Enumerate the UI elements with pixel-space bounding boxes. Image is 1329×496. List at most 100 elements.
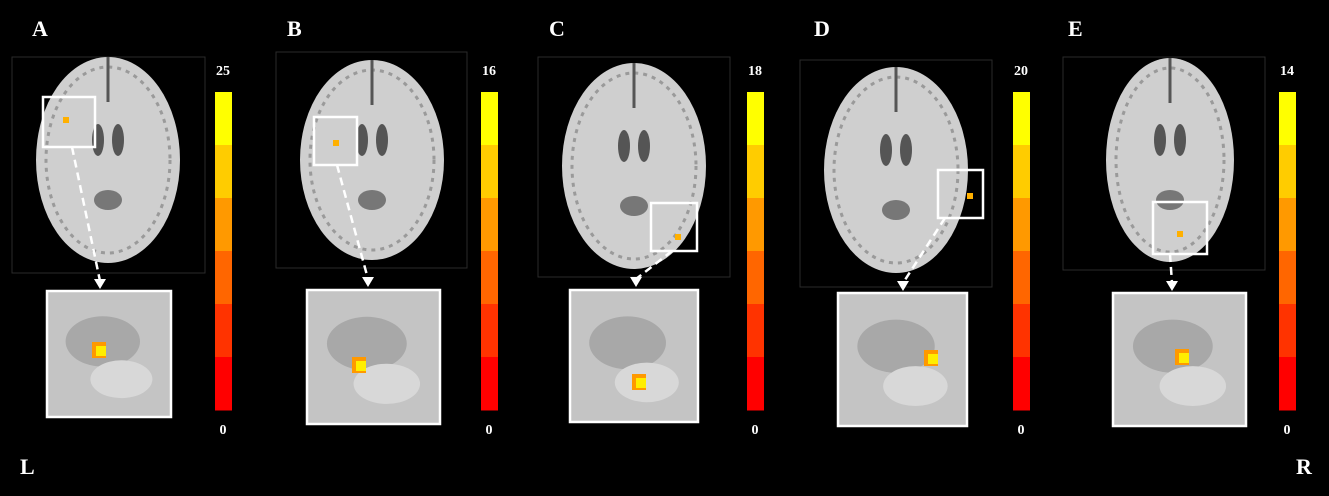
brain-slice <box>562 63 706 269</box>
arrow-head <box>897 281 909 291</box>
colorbar-segment <box>215 198 232 252</box>
inset-tissue <box>326 316 407 371</box>
left-side-label: L <box>20 454 35 479</box>
colorbar-segment <box>1279 145 1296 199</box>
colorbar-max-label: 18 <box>748 64 762 79</box>
dashed-arrow <box>70 146 102 282</box>
panel-label: A <box>32 16 48 41</box>
inset-tissue <box>353 363 421 404</box>
colorbar-segment <box>481 357 498 411</box>
inset-border <box>305 288 442 426</box>
cerebellum-region <box>358 190 386 210</box>
dashed-arrow <box>1168 253 1174 284</box>
colorbar-segment <box>215 304 232 358</box>
colorbar-segment <box>1013 304 1030 358</box>
colorbar-segment <box>1013 145 1030 199</box>
ventricle <box>638 130 650 162</box>
colorbar-segment <box>747 92 764 146</box>
ventricle <box>900 134 912 166</box>
colorbar-segment <box>747 198 764 252</box>
inset-tissue <box>1159 366 1227 407</box>
brain-slice <box>824 67 968 273</box>
colorbar-segment <box>747 357 764 411</box>
colorbar-max-label: 16 <box>482 64 496 79</box>
ventricle <box>112 124 124 156</box>
colorbar-segment <box>481 304 498 358</box>
brain-slice <box>36 57 180 263</box>
zoom-box <box>41 95 97 149</box>
colorbar-segment <box>1013 357 1030 411</box>
panel-label: D <box>814 16 830 41</box>
zoom-box <box>936 168 985 220</box>
brain-gyri <box>570 71 698 261</box>
colorbar-min-label: 0 <box>219 423 227 438</box>
colorbar-segment <box>215 357 232 411</box>
colorbar-segment <box>747 304 764 358</box>
activation-cluster <box>333 140 339 146</box>
slice-frame <box>275 51 468 269</box>
colorbar-segment <box>215 145 232 199</box>
brain-gyri <box>1114 66 1226 254</box>
inset-tissue <box>614 362 679 403</box>
activation-cluster <box>1177 231 1183 237</box>
colorbar-segment <box>747 145 764 199</box>
panel-label: E <box>1068 16 1083 41</box>
ventricle <box>376 124 388 156</box>
colorbar-segment <box>481 251 498 305</box>
colorbar-segment <box>1279 198 1296 252</box>
colorbar-max-label: 14 <box>1280 64 1294 79</box>
right-side-label: R <box>1296 454 1312 479</box>
activation-cluster <box>675 234 681 240</box>
cerebellum-region <box>620 196 648 216</box>
colorbar-max-label: 20 <box>1014 64 1028 79</box>
colorbar-max-label: 25 <box>216 64 230 79</box>
colorbar-segment <box>481 145 498 199</box>
brain-gyri <box>44 65 172 255</box>
colorbar-segment <box>1013 92 1030 146</box>
inset-tissue <box>65 316 140 367</box>
arrow-head <box>1166 281 1178 291</box>
inset-activation-peak <box>1179 353 1189 363</box>
arrow-head <box>630 277 642 287</box>
inset-tissue <box>589 316 666 370</box>
arrow-head <box>362 277 374 287</box>
inset-tissue <box>90 360 153 399</box>
inset-activation-peak <box>928 354 938 364</box>
panel-label: B <box>287 16 302 41</box>
inset-border <box>568 288 700 424</box>
arrow-head <box>94 279 106 289</box>
zoom-box <box>1151 200 1209 256</box>
inset-tissue <box>1132 319 1213 373</box>
colorbar-segment <box>1279 304 1296 358</box>
activation-cluster <box>967 193 973 199</box>
colorbar-segment <box>1279 251 1296 305</box>
slice-frame <box>799 59 993 288</box>
panel-label: C <box>549 16 565 41</box>
colorbar-segment <box>1279 357 1296 411</box>
colorbar-segment <box>747 251 764 305</box>
colorbar-segment <box>215 251 232 305</box>
colorbar-segment <box>481 198 498 252</box>
colorbar-min-label: 0 <box>485 423 493 438</box>
colorbar-segment <box>481 92 498 146</box>
inset-activation-peak <box>96 346 106 356</box>
inset-activation-peak <box>636 378 646 388</box>
inset-activation-peak <box>356 361 366 371</box>
colorbar-segment <box>1279 92 1296 146</box>
ventricle <box>356 124 368 156</box>
zoom-box <box>649 201 699 253</box>
brain-slice <box>1106 58 1234 262</box>
colorbar-min-label: 0 <box>751 423 759 438</box>
ventricle <box>618 130 630 162</box>
ventricle <box>880 134 892 166</box>
cerebellum-region <box>882 200 910 220</box>
ventricle <box>1154 124 1166 156</box>
inset-border <box>45 289 173 419</box>
cerebellum-region <box>1156 190 1184 210</box>
colorbar-min-label: 0 <box>1017 423 1025 438</box>
activation-cluster <box>63 117 69 123</box>
inset-border <box>1111 291 1248 428</box>
inset-tissue <box>883 366 948 407</box>
